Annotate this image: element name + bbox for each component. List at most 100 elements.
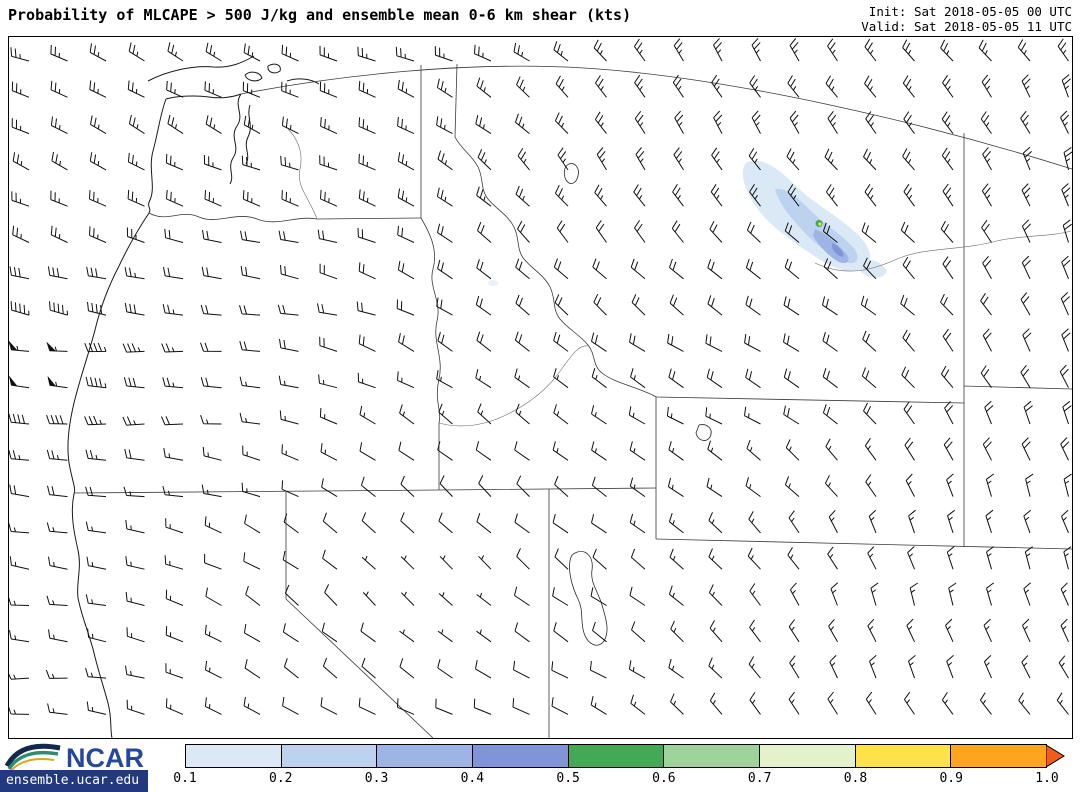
wind-barb [628,406,646,425]
wind-barb [829,655,838,679]
wind-barb [9,630,30,643]
wind-barb [321,622,338,643]
puget-sound [229,93,251,185]
wind-barb [1021,74,1031,98]
wind-barb [789,582,800,606]
wind-barb [553,404,569,425]
wind-barb [902,75,915,98]
wind-barb [322,657,338,679]
nd-sd-border [963,385,1072,390]
wind-barb [10,301,30,316]
wind-barb [1062,400,1072,425]
wind-barb [200,342,222,352]
wind-barb [122,416,145,426]
wind-barb [436,116,453,135]
wind-barb [749,619,761,643]
wind-barb [165,153,184,171]
wind-barb [784,222,800,243]
wind-barb [787,75,800,98]
wind-barb [48,629,68,643]
wind-barb [1062,219,1072,243]
wind-barb [1058,655,1069,679]
wind-barb [437,629,453,643]
wind-barb [241,155,261,171]
wind-barb [398,333,415,352]
wind-barb [1021,437,1031,461]
wind-barb [788,619,800,643]
wind-barb [282,623,299,643]
wind-barb [319,45,338,62]
colorbar-segment [759,745,855,767]
wind-barb [746,221,761,243]
wind-barb [942,75,954,98]
ncar-logo: NCAR [4,743,144,773]
wind-barb [906,618,915,643]
wind-barb [11,118,30,135]
colorbar-tick-label: 0.9 [939,771,963,786]
wind-barb [861,222,877,243]
wind-barb [476,331,492,352]
wind-barb [1057,38,1069,62]
wind-barb [11,191,30,207]
wind-barb [514,331,530,352]
wind-barb [940,220,954,243]
wind-barb [437,332,453,352]
wind-barb [870,582,879,606]
wind-barb [673,147,684,171]
wind-barb [281,480,299,498]
wind-barb [1023,509,1032,534]
wind-barb [629,477,646,498]
wind-barb [204,190,222,207]
wind-barb [9,673,30,680]
prob-contour-0.8 [818,222,822,226]
wind-barb [162,485,184,498]
site-url: ensemble.ucar.edu [6,773,140,788]
wind-barb [863,257,877,280]
wind-barb [948,582,957,606]
wind-barb [398,441,415,461]
rivers [287,128,1072,427]
wind-barb [166,189,184,207]
wind-barb [318,374,338,389]
wind-barb [125,665,145,679]
wind-barb [243,696,261,715]
wind-barb [278,375,299,389]
wind-barb [709,692,723,715]
url-strip: ensemble.ucar.edu [0,770,148,792]
wind-barb [438,592,453,606]
wind-barb [514,441,530,461]
wind-barb [319,155,338,171]
wind-barb [822,222,838,243]
wind-barb [985,509,994,534]
wind-barb [476,629,492,643]
wind-barb [592,621,607,643]
wind-barb [634,74,646,98]
wind-barb [863,148,877,171]
wind-barb [789,110,800,134]
wind-barb [397,152,415,171]
wind-barb [822,332,838,352]
wind-barb [902,148,915,171]
wind-barb [822,368,838,389]
wind-barb [515,113,530,134]
wind-barb [123,486,145,498]
wind-barb [556,220,569,243]
wind-barb [85,667,107,679]
wind-barb [89,80,107,98]
wind-barb [902,329,915,352]
colorbar-tick-label: 0.7 [747,771,772,786]
wind-barb [48,556,68,570]
wind-barb [593,39,607,62]
wind-barb [822,296,838,316]
wind-barb [437,150,453,171]
wind-barb [89,190,107,207]
wind-barb [436,297,453,316]
wind-barb [317,229,338,243]
wind-barb [629,333,646,352]
wind-barb [127,80,145,98]
wind-barb [863,402,877,425]
wind-barb [827,546,838,570]
wind-barb [51,151,68,171]
wind-barb [517,220,530,243]
wind-barb [784,258,800,280]
